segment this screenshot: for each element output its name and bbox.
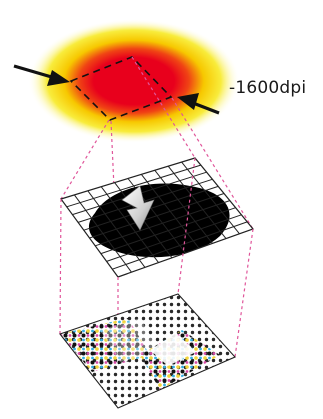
arrow-right-icon — [13, 64, 70, 86]
resolution-label: -1600dpi — [229, 78, 307, 98]
grid-lines — [66, 161, 248, 273]
grid-line — [112, 221, 248, 270]
grid-line — [89, 193, 225, 239]
grid-line — [141, 174, 200, 249]
arrow-down-icon — [121, 185, 155, 231]
grid-line — [154, 169, 213, 244]
grid-line — [167, 165, 227, 239]
grid-line — [181, 161, 240, 235]
grid-line — [100, 207, 236, 255]
halftone-print — [59, 293, 236, 409]
grid-line — [95, 200, 230, 247]
spot-halo — [28, 19, 240, 143]
sampling-square — [69, 56, 173, 121]
laser-spot — [28, 19, 240, 143]
grid-line — [106, 214, 242, 262]
pixel-grid — [60, 157, 255, 278]
arrow-left-icon — [177, 93, 220, 115]
